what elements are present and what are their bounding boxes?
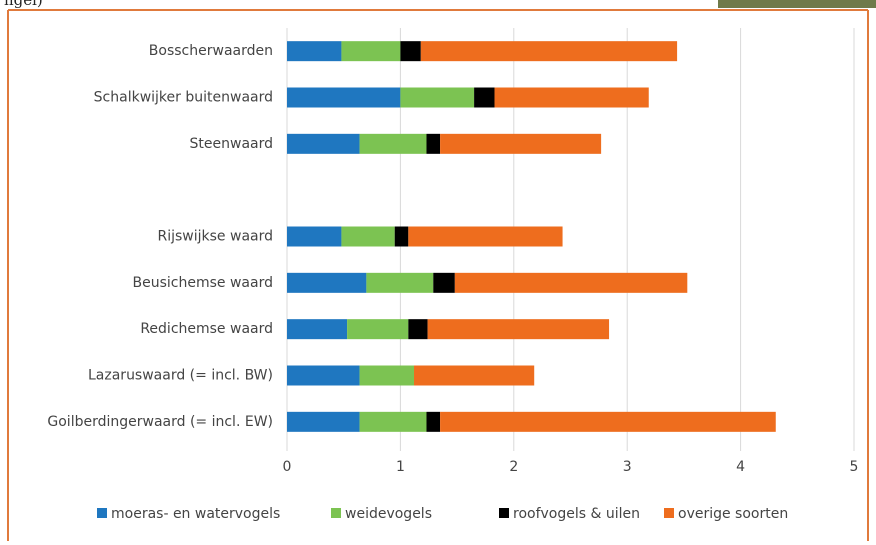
- bar-segment: [287, 365, 360, 386]
- legend-swatch: [499, 508, 509, 518]
- bar-segment: [454, 272, 688, 293]
- legend-label: overige soorten: [678, 506, 788, 522]
- bar-segment: [347, 319, 409, 340]
- x-tick-label: 3: [623, 459, 632, 475]
- bar-segment: [433, 272, 455, 293]
- bar-segment: [426, 133, 441, 154]
- bar-segment: [414, 365, 535, 386]
- bar-segment: [287, 411, 360, 432]
- y-tick-label: Redichemse waard: [140, 321, 273, 337]
- legend-swatch: [664, 508, 674, 518]
- bar-segment: [440, 411, 776, 432]
- bar-segment: [359, 365, 415, 386]
- x-tick-label: 5: [850, 459, 859, 475]
- bar-segment: [287, 87, 401, 108]
- bar-segment: [400, 87, 475, 108]
- y-tick-label: Schalkwijker buitenwaard: [94, 90, 273, 106]
- bar-segment: [494, 87, 649, 108]
- bar-segment: [427, 319, 610, 340]
- bar-segment: [366, 272, 434, 293]
- x-tick-label: 2: [509, 459, 518, 475]
- y-tick-label: Beusichemse waard: [133, 275, 273, 291]
- bar-segment: [408, 226, 563, 247]
- x-tick-label: 0: [283, 459, 292, 475]
- bar-segment: [287, 41, 342, 62]
- x-tick-label: 1: [396, 459, 405, 475]
- legend-label: moeras- en watervogels: [111, 506, 280, 522]
- bar-segment: [400, 41, 421, 62]
- y-tick-label: Goilberdingerwaard (= incl. EW): [47, 414, 273, 430]
- y-tick-label: Lazaruswaard (= incl. BW): [88, 368, 273, 384]
- bar-segment: [287, 319, 348, 340]
- bar-segment: [287, 272, 367, 293]
- x-tick-label: 4: [736, 459, 745, 475]
- legend-swatch: [97, 508, 107, 518]
- bar-segment: [474, 87, 495, 108]
- bar-segment: [426, 411, 441, 432]
- bar-segment: [420, 41, 678, 62]
- bar-segment: [287, 133, 360, 154]
- y-tick-label: Bosscherwaarden: [149, 43, 273, 59]
- bar-segment: [287, 226, 342, 247]
- y-tick-label: Steenwaard: [190, 136, 273, 152]
- photo-fragment: [718, 0, 876, 8]
- bar-segment: [341, 41, 401, 62]
- bar-segment: [341, 226, 395, 247]
- bar-segment: [440, 133, 602, 154]
- legend-label: roofvogels & uilen: [513, 506, 640, 522]
- bar-segment: [408, 319, 428, 340]
- legend-label: weidevogels: [345, 506, 432, 522]
- bar-segment: [359, 133, 427, 154]
- legend-swatch: [331, 508, 341, 518]
- bar-segment: [359, 411, 427, 432]
- y-tick-label: Rijswijkse waard: [158, 229, 274, 245]
- caption: ngel): [4, 0, 43, 9]
- bar-segment: [394, 226, 409, 247]
